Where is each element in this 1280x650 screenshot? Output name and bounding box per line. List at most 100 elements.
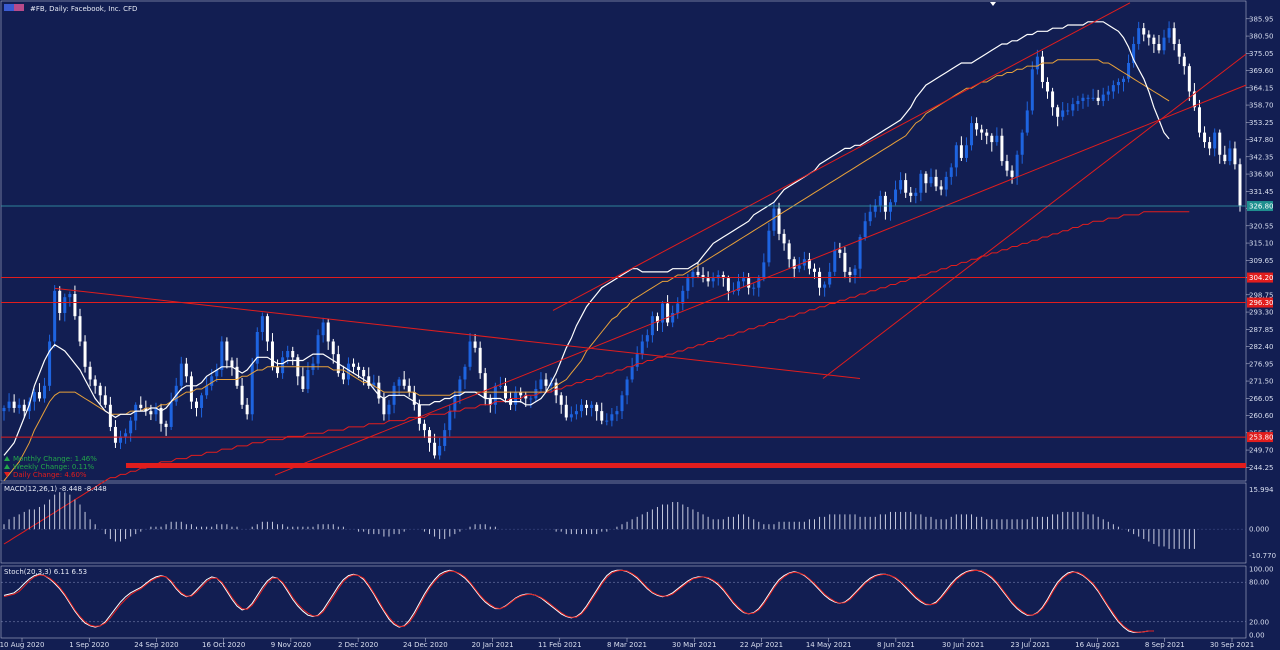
- candle-body: [681, 290, 685, 304]
- candle-body: [63, 297, 67, 314]
- candle-body: [1071, 104, 1075, 111]
- candle-body: [468, 341, 472, 367]
- price-tick-label: 353.25: [1249, 119, 1274, 127]
- candle-body: [483, 373, 487, 399]
- candle-body: [894, 189, 898, 203]
- candle-body: [873, 205, 877, 212]
- candle-body: [1213, 132, 1217, 149]
- candle-body: [574, 411, 578, 415]
- price-tick-label: 320.55: [1249, 222, 1274, 230]
- candle-body: [671, 313, 675, 323]
- candle-body: [909, 192, 913, 196]
- flag-icon: [4, 4, 14, 11]
- candle-body: [149, 411, 153, 415]
- candle-body: [255, 331, 259, 364]
- candle-body: [1076, 100, 1080, 105]
- price-tick-label: 260.60: [1249, 412, 1274, 420]
- candle-body: [22, 404, 26, 412]
- candle-body: [625, 379, 629, 396]
- candle-body: [83, 341, 87, 367]
- price-tick-label: 276.95: [1249, 360, 1274, 368]
- candle-body: [463, 366, 467, 380]
- trend-line[interactable]: [274, 84, 1247, 476]
- candle-body: [777, 208, 781, 234]
- date-tick-label: 2 Dec 2020: [338, 641, 378, 649]
- candle-body: [78, 316, 82, 342]
- candle-body: [929, 176, 933, 184]
- candle-body: [666, 303, 670, 323]
- candle-body: [564, 404, 568, 418]
- candle-body: [975, 123, 979, 130]
- stoch-tick-label: 100.00: [1249, 566, 1274, 574]
- candle-body: [585, 404, 589, 408]
- candle-body: [1015, 154, 1019, 177]
- change-info-box: Monthly Change: 1.46% Weekly Change: 0.1…: [4, 455, 97, 479]
- price-tick-label: 315.10: [1249, 240, 1274, 248]
- daily-change: Daily Change: 4.60%: [13, 471, 87, 479]
- candle-body: [807, 259, 811, 269]
- ma-slow-line: [3, 59, 1170, 482]
- candle-body: [1111, 85, 1115, 92]
- candle-body: [43, 385, 47, 399]
- candle-body: [488, 398, 492, 405]
- date-tick-label: 9 Nov 2020: [271, 641, 311, 649]
- flag-icon-secondary: [14, 4, 24, 11]
- candle-body: [301, 376, 305, 389]
- candle-body: [119, 436, 123, 443]
- candle-body: [144, 407, 148, 412]
- candle-body: [1010, 170, 1014, 177]
- candle-body: [899, 180, 903, 190]
- candle-body: [1132, 43, 1136, 63]
- date-tick-label: 10 Aug 2020: [0, 641, 44, 649]
- candle-body: [1040, 56, 1044, 82]
- candle-body: [1046, 81, 1050, 92]
- candle-body: [569, 414, 573, 418]
- candle-body: [2, 407, 6, 412]
- macd-tick-label: 0.000: [1249, 526, 1269, 534]
- price-tag-label: 296.30: [1249, 299, 1274, 307]
- candle-body: [939, 186, 943, 190]
- main-pane-frame: [0, 0, 1247, 482]
- candle-body: [250, 363, 254, 415]
- candle-body: [113, 426, 117, 443]
- stoch-tick-label: 80.00: [1249, 579, 1269, 587]
- candle-body: [985, 132, 989, 136]
- candle-body: [772, 208, 776, 231]
- candle-body: [139, 404, 143, 408]
- candle-body: [422, 423, 426, 431]
- candle-body: [1086, 97, 1090, 99]
- candle-body: [382, 398, 386, 415]
- candle-body: [1192, 91, 1196, 108]
- candle-body: [1223, 154, 1227, 162]
- candle-body: [549, 382, 553, 386]
- trend-line[interactable]: [552, 2, 1131, 311]
- candle-body: [883, 195, 887, 212]
- stoch-title: Stoch(20,3,3) 6.11 6.53: [4, 568, 87, 576]
- candle-body: [701, 275, 705, 279]
- price-tag-label: 253.80: [1249, 434, 1274, 442]
- candle-body: [210, 376, 214, 386]
- candle-body: [27, 401, 31, 412]
- price-tag: [1247, 297, 1273, 308]
- candle-body: [88, 366, 92, 380]
- stoch-tick-label: 20.00: [1249, 618, 1269, 626]
- candle-body: [1116, 81, 1120, 86]
- candle-body: [433, 442, 437, 456]
- shift-marker-icon[interactable]: [990, 2, 996, 6]
- price-tick-label: 266.05: [1249, 395, 1274, 403]
- candle-body: [260, 316, 264, 332]
- price-tick-label: 331.45: [1249, 188, 1274, 196]
- candle-body: [220, 341, 224, 370]
- price-tick-label: 380.50: [1249, 33, 1274, 41]
- candle-body: [1187, 66, 1191, 92]
- candle-body: [402, 379, 406, 386]
- candle-body: [539, 379, 543, 389]
- candle-body: [529, 398, 533, 400]
- trend-line[interactable]: [54, 287, 861, 380]
- trend-line[interactable]: [822, 53, 1247, 379]
- price-tick-label: 336.90: [1249, 171, 1274, 179]
- price-tag-label: 304.20: [1249, 274, 1274, 282]
- candle-body: [863, 221, 867, 238]
- date-tick-label: 8 Jun 2021: [877, 641, 915, 649]
